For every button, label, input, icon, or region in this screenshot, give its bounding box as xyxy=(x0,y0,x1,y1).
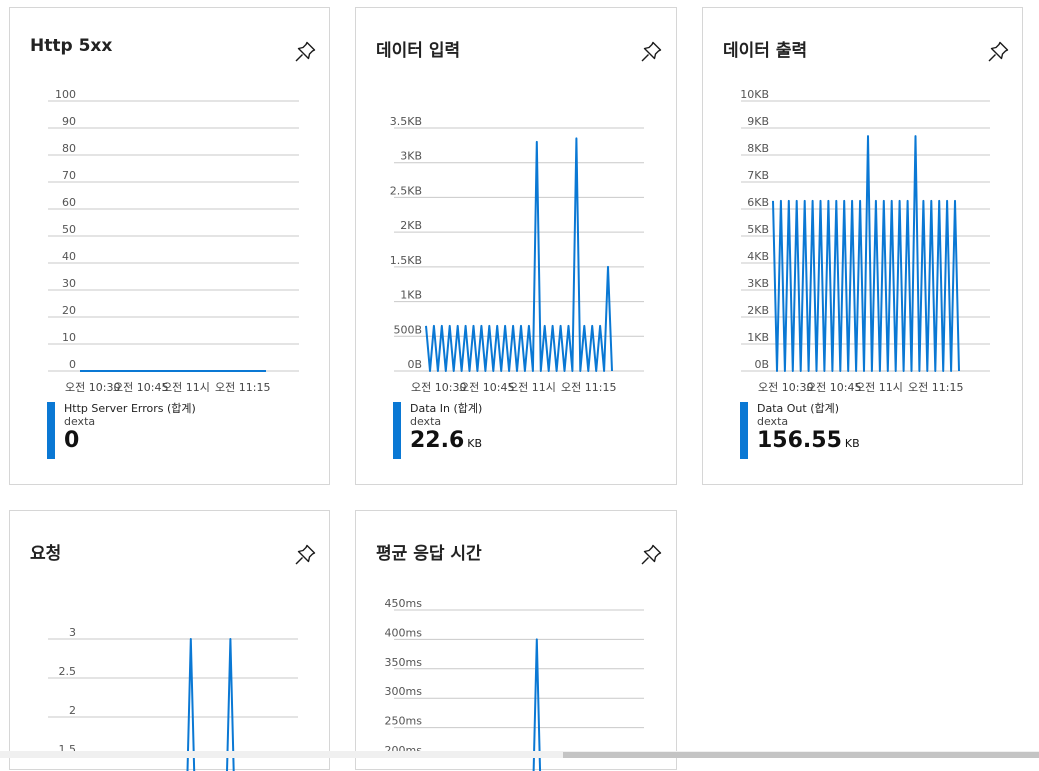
y-tick-label: 2.5 xyxy=(59,665,77,678)
y-tick-label: 0B xyxy=(407,358,422,371)
tile-avg-response-time[interactable]: 평균 응답 시간 450ms400ms350ms300ms250ms200ms xyxy=(355,510,677,771)
tile-title: 데이터 출력 xyxy=(723,41,808,61)
y-tick-label: 8KB xyxy=(747,142,769,155)
y-tick-label: 3KB xyxy=(747,277,769,290)
y-tick-label: 90 xyxy=(62,115,76,128)
legend-value: 156.55 KB xyxy=(757,428,860,457)
pin-icon[interactable] xyxy=(638,39,664,65)
scrollbar-thumb[interactable] xyxy=(563,752,1039,758)
tile-data-in[interactable]: 데이터 입력 3.5KB 3KB 2.5KB 2KB 1.5KB 1KB 500B 0B 오전 … xyxy=(355,7,677,485)
legend-resource-name: dexta xyxy=(64,415,96,428)
legend-value-number: 0 xyxy=(64,428,80,453)
y-tick-label: 9KB xyxy=(747,115,769,128)
y-tick-label: 0 xyxy=(69,358,76,371)
legend: Data Out (합계) dexta 156.55 KB xyxy=(740,402,860,459)
pin-icon[interactable] xyxy=(292,542,318,568)
x-tick-label: 오전 11시 xyxy=(508,381,556,394)
legend-value-unit: KB xyxy=(844,437,860,450)
legend: Http Server Errors (합계) dexta 0 xyxy=(47,402,196,459)
series-line xyxy=(425,137,613,372)
y-tick-label: 50 xyxy=(62,223,76,236)
tile-title: 요청 xyxy=(30,544,62,564)
legend-value: 22.6 KB xyxy=(410,428,482,457)
y-tick-label: 2 xyxy=(69,704,76,717)
y-tick-label: 1KB xyxy=(400,289,422,302)
y-tick-label: 70 xyxy=(62,169,76,182)
x-tick-label: 오전 11:15 xyxy=(215,381,270,394)
legend-value: 0 xyxy=(64,428,196,457)
y-tick-label: 0B xyxy=(754,358,769,371)
legend: Data In (합계) dexta 22.6 KB xyxy=(393,402,482,459)
x-tick-label: 오전 11:15 xyxy=(908,381,963,394)
y-tick-label: 250ms xyxy=(385,715,423,728)
x-tick-label: 오전 11:15 xyxy=(561,381,616,394)
legend-series-name: Data Out (합계) xyxy=(757,402,840,415)
y-tick-label: 60 xyxy=(62,196,76,209)
tile-requests[interactable]: 요청 3 2.5 2 1.5 xyxy=(9,510,330,771)
legend-value-unit: KB xyxy=(467,437,483,450)
y-tick-label: 100 xyxy=(55,88,76,101)
y-tick-label: 7KB xyxy=(747,169,769,182)
y-tick-label: 80 xyxy=(62,142,76,155)
y-tick-label: 400ms xyxy=(385,626,423,639)
pin-icon[interactable] xyxy=(638,542,664,568)
tile-title: Http 5xx xyxy=(30,36,113,56)
y-tick-label: 450ms xyxy=(385,597,423,610)
chart-data-out: 10KB 9KB 8KB 7KB 6KB 5KB 4KB 3KB 2KB 1KB 0B 오전 10:3… xyxy=(740,88,990,394)
tile-title: 데이터 입력 xyxy=(376,41,461,61)
x-tick-label: 오전 10:30 xyxy=(411,381,466,394)
y-tick-label: 3.5KB xyxy=(390,115,422,128)
y-tick-label: 350ms xyxy=(385,656,423,669)
y-tick-label: 3 xyxy=(69,626,76,639)
y-tick-label: 1KB xyxy=(747,331,769,344)
y-tick-label: 5KB xyxy=(747,223,769,236)
tile-title: 평균 응답 시간 xyxy=(376,544,482,564)
y-tick-label: 40 xyxy=(62,250,76,263)
y-tick-label: 2.5KB xyxy=(390,184,422,197)
series-line xyxy=(772,135,960,372)
x-tick-label: 오전 10:30 xyxy=(758,381,813,394)
y-tick-label: 4KB xyxy=(747,250,769,263)
y-tick-label: 30 xyxy=(62,277,76,290)
pin-icon[interactable] xyxy=(985,39,1011,65)
tile-http-5xx[interactable]: Http 5xx 100 90 80 70 60 50 40 30 20 10 0 오전 10:30 오… xyxy=(9,7,330,485)
x-tick-label: 오전 11시 xyxy=(855,381,903,394)
x-tick-label: 오전 10:30 xyxy=(65,381,120,394)
legend-resource-name: dexta xyxy=(757,415,789,428)
y-tick-label: 10KB xyxy=(740,88,769,101)
chart-requests: 32.521.5 xyxy=(48,626,298,771)
y-tick-label: 1.5KB xyxy=(390,254,422,267)
y-tick-label: 300ms xyxy=(385,685,423,698)
y-tick-label: 500B xyxy=(393,323,422,336)
y-tick-label: 2KB xyxy=(400,219,422,232)
x-tick-label: 오전 11시 xyxy=(162,381,210,394)
tile-data-out[interactable]: 데이터 출력 10KB 9KB 8KB 7KB 6KB 5KB 4KB 3KB 2KB 1KB 0B… xyxy=(702,7,1023,485)
legend-resource-name: dexta xyxy=(410,415,442,428)
y-tick-label: 20 xyxy=(62,304,76,317)
legend-value-number: 22.6 xyxy=(410,428,465,453)
legend-series-name: Http Server Errors (합계) xyxy=(64,402,196,415)
horizontal-scrollbar[interactable] xyxy=(0,751,1039,758)
y-tick-label: 2KB xyxy=(747,304,769,317)
x-tick-label: 오전 10:45 xyxy=(113,381,168,394)
x-tick-label: 오전 10:45 xyxy=(806,381,861,394)
legend-value-number: 156.55 xyxy=(757,428,842,453)
y-tick-label: 10 xyxy=(62,331,76,344)
legend-series-name: Data In (합계) xyxy=(410,402,483,415)
y-tick-label: 3KB xyxy=(400,150,422,163)
chart-avg-response-time: 450ms400ms350ms300ms250ms200ms xyxy=(385,597,644,771)
x-tick-label: 오전 10:45 xyxy=(459,381,514,394)
y-tick-label: 6KB xyxy=(747,196,769,209)
pin-icon[interactable] xyxy=(292,39,318,65)
